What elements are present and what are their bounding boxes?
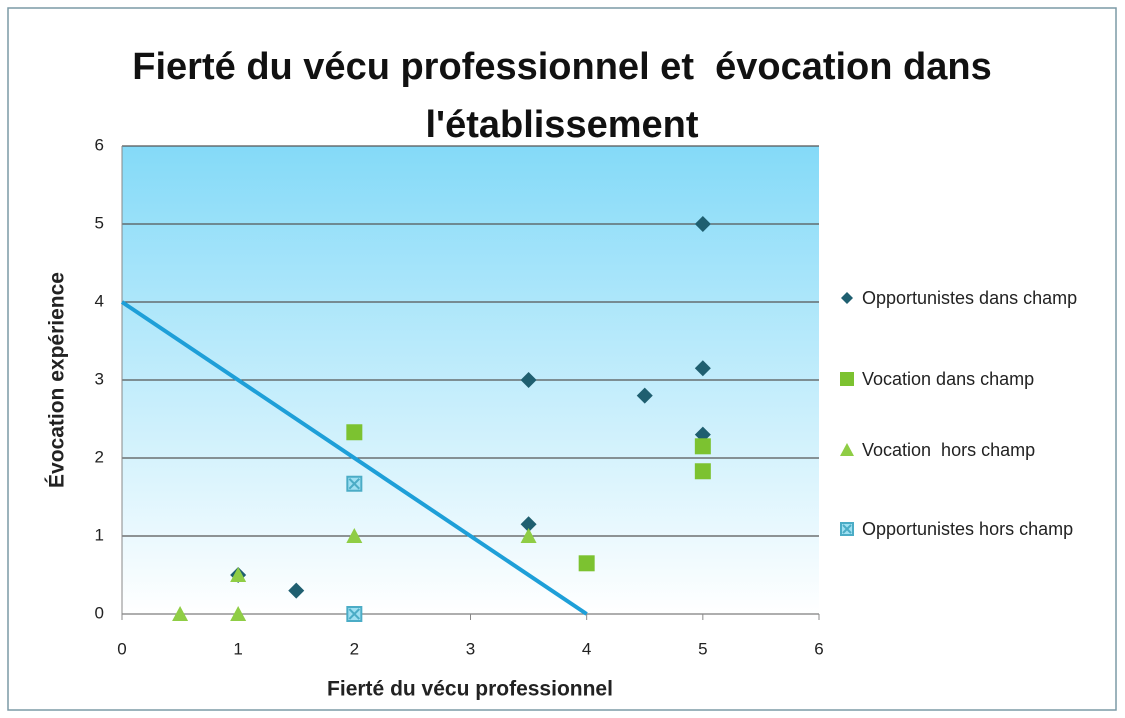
point [288, 582, 305, 599]
legend-symbol [840, 372, 854, 386]
point [694, 216, 711, 232]
legend-symbol [841, 292, 853, 304]
chart-frame [7, 7, 1117, 711]
y-tick-label: 3 [95, 369, 104, 388]
x-tick-label: 3 [466, 639, 475, 658]
legend-item: Vocation hors champ [838, 436, 1102, 464]
point [636, 387, 653, 404]
legend-item: Vocation dans champ [838, 365, 1102, 393]
reference-line [120, 300, 588, 616]
legend-symbol [840, 443, 854, 456]
x-tick-label: 1 [233, 639, 242, 658]
point [694, 438, 711, 455]
legend-cross [842, 524, 852, 534]
chart-title: Fierté du vécu professionnel et évocatio… [132, 46, 1003, 146]
x-tick-label: 6 [814, 639, 823, 658]
y-tick-label: 1 [95, 525, 104, 544]
legend-item: Opportunistes dans champ [838, 284, 1102, 312]
y-axis-label: Évocation expérience [46, 272, 69, 488]
legend-item: Opportunistes hors champ [838, 515, 1102, 543]
point [346, 606, 363, 622]
point [230, 606, 247, 621]
x-axis-label: Fierté du vécu professionnel [327, 678, 613, 701]
point-cross [348, 608, 361, 620]
point [520, 516, 537, 533]
y-tick-label: 5 [95, 213, 104, 232]
y-tick-label: 0 [95, 603, 104, 622]
point [694, 463, 711, 480]
point [578, 555, 595, 572]
point [230, 567, 247, 582]
x-tick-label: 5 [698, 639, 707, 658]
legend-label: Vocation hors champ [862, 440, 1036, 460]
point-cross [348, 478, 361, 490]
legend-marker [840, 522, 854, 536]
y-tick-label: 2 [95, 447, 104, 466]
legend-label: Opportunistes hors champ [862, 519, 1074, 539]
point [520, 528, 537, 543]
x-tick-label: 0 [117, 639, 126, 658]
legend-marker [840, 443, 854, 456]
point [346, 528, 363, 543]
x-tick-label: 2 [350, 639, 359, 658]
legend-marker [840, 372, 854, 386]
y-tick-label: 4 [95, 291, 104, 310]
point [172, 606, 189, 621]
point [346, 424, 363, 441]
point [694, 360, 711, 377]
y-tick-label: 6 [95, 135, 104, 154]
legend-label: Vocation dans champ [862, 369, 1035, 389]
legend-label: Opportunistes dans champ [862, 288, 1078, 308]
x-tick-label: 4 [582, 639, 591, 658]
legend-marker [841, 292, 853, 304]
point [520, 372, 537, 388]
point [346, 475, 363, 492]
